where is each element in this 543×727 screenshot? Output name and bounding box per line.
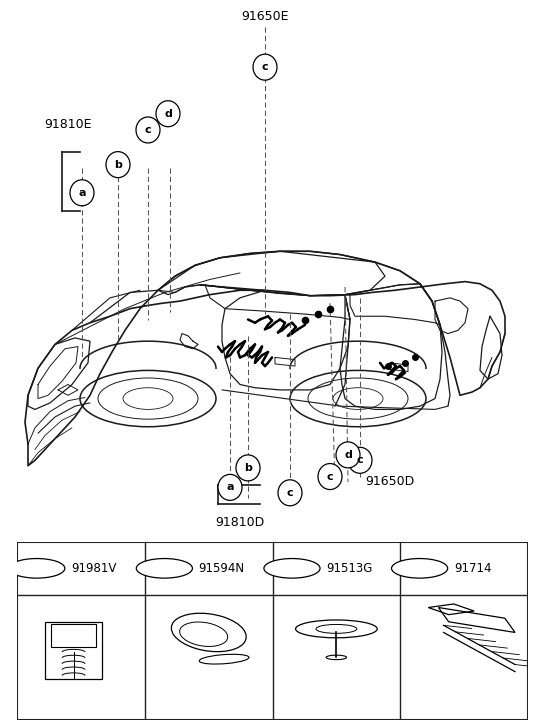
- Text: 91594N: 91594N: [199, 562, 245, 575]
- Text: 91981V: 91981V: [71, 562, 116, 575]
- Text: c: c: [262, 62, 268, 72]
- Circle shape: [264, 558, 320, 578]
- Text: b: b: [244, 463, 252, 473]
- Text: 91810D: 91810D: [216, 515, 264, 529]
- Circle shape: [253, 54, 277, 80]
- Circle shape: [318, 464, 342, 489]
- Text: d: d: [164, 109, 172, 119]
- Text: c: c: [144, 125, 151, 135]
- Circle shape: [236, 455, 260, 481]
- Text: 91650E: 91650E: [241, 9, 289, 23]
- Circle shape: [348, 447, 372, 473]
- Text: 91650D: 91650D: [365, 475, 415, 489]
- Circle shape: [9, 558, 65, 578]
- Text: a: a: [226, 483, 233, 492]
- Text: c: c: [288, 562, 295, 575]
- Text: c: c: [327, 472, 333, 481]
- Circle shape: [336, 442, 360, 468]
- Circle shape: [156, 101, 180, 126]
- Text: 91513G: 91513G: [326, 562, 372, 575]
- Circle shape: [106, 152, 130, 177]
- Circle shape: [392, 558, 447, 578]
- Text: d: d: [344, 450, 352, 460]
- Text: a: a: [33, 562, 41, 575]
- Circle shape: [70, 180, 94, 206]
- Text: 91714: 91714: [454, 562, 491, 575]
- Circle shape: [136, 117, 160, 143]
- Circle shape: [218, 475, 242, 500]
- Text: c: c: [287, 488, 293, 498]
- Text: b: b: [114, 160, 122, 169]
- Text: c: c: [357, 455, 363, 465]
- Text: a: a: [78, 188, 86, 198]
- Text: b: b: [160, 562, 168, 575]
- Text: 91810E: 91810E: [44, 118, 92, 131]
- Text: d: d: [415, 562, 424, 575]
- Circle shape: [278, 480, 302, 506]
- Circle shape: [136, 558, 192, 578]
